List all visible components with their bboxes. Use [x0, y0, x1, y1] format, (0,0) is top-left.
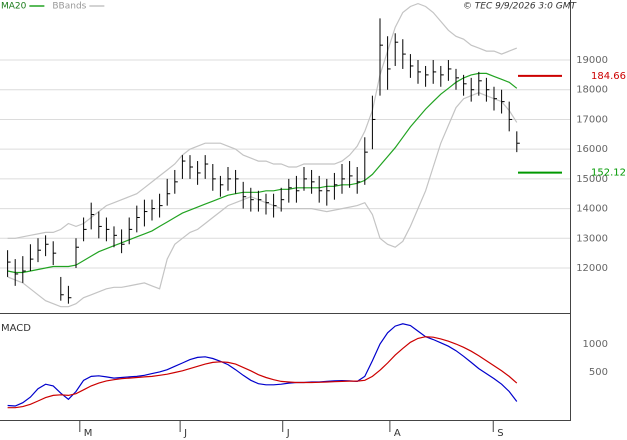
source: © TEC 9/9/2026 3:0 GMT	[463, 2, 578, 12]
x-tick-label: J	[183, 428, 187, 439]
band-lower	[7, 92, 518, 308]
macd-line	[7, 336, 518, 409]
x-tick-label: S	[497, 428, 503, 439]
level-label: 184.66	[591, 71, 626, 82]
y-tick-label: 1000	[583, 339, 608, 350]
y-tick-label: 500	[589, 367, 608, 378]
y-tick-label: 18000	[576, 85, 608, 96]
legend-label: BBands	[52, 2, 86, 12]
legend-label: MA20	[1, 2, 27, 12]
band-upper	[7, 2, 518, 239]
y-tick-label: 12000	[576, 263, 608, 274]
panel-title: MACD	[1, 323, 31, 334]
y-tick-label: 16000	[576, 144, 608, 155]
x-tick-label: M	[84, 428, 93, 439]
x-tick-label: J	[286, 428, 290, 439]
macd-line	[7, 323, 518, 407]
level-label: 152.12	[591, 168, 626, 179]
y-tick-label: 17000	[576, 114, 608, 125]
ma-line	[7, 72, 518, 274]
y-tick-label: 14000	[576, 204, 608, 215]
x-tick-label: A	[394, 428, 401, 439]
y-tick-label: 15000	[576, 174, 608, 185]
y-tick-label: 19000	[576, 55, 608, 66]
y-tick-label: 13000	[576, 233, 608, 244]
